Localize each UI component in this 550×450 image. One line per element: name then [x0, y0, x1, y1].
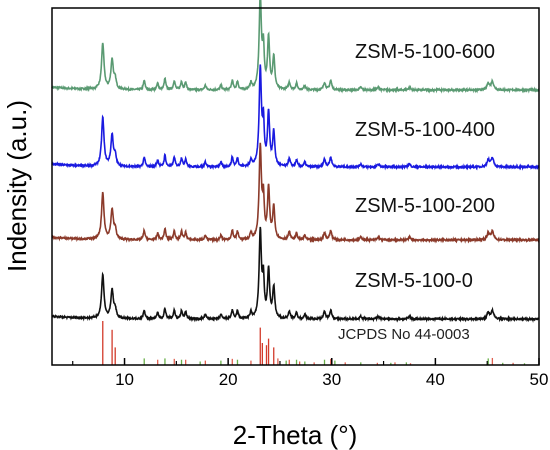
x-axis-title: 2-Theta (°) [233, 420, 358, 450]
series-label: ZSM-5-100-0 [355, 270, 473, 292]
series-line [51, 0, 540, 94]
series-label: ZSM-5-100-600 [355, 41, 495, 63]
series-line [51, 64, 540, 171]
series-labels: ZSM-5-100-600 ZSM-5-100-400 ZSM-5-100-200 Z… [355, 41, 495, 292]
x-tick-label: 30 [322, 370, 341, 389]
plot-frame [51, 7, 540, 366]
series-label: ZSM-5-100-400 [355, 119, 495, 141]
x-tick-label: 10 [115, 370, 134, 389]
series-line [51, 142, 540, 244]
series-lines [51, 0, 540, 323]
x-tick-label: 20 [219, 370, 238, 389]
x-tick-label: 40 [426, 370, 445, 389]
series-label: ZSM-5-100-200 [355, 195, 495, 217]
series-line [51, 226, 540, 323]
y-axis-title: Indensity (a.u.) [2, 100, 32, 272]
reference-label: JCPDS No 44-0003 [338, 326, 470, 343]
x-tick-label: 50 [530, 370, 549, 389]
x-axis-ticks: 10 20 30 40 50 [72, 358, 549, 389]
